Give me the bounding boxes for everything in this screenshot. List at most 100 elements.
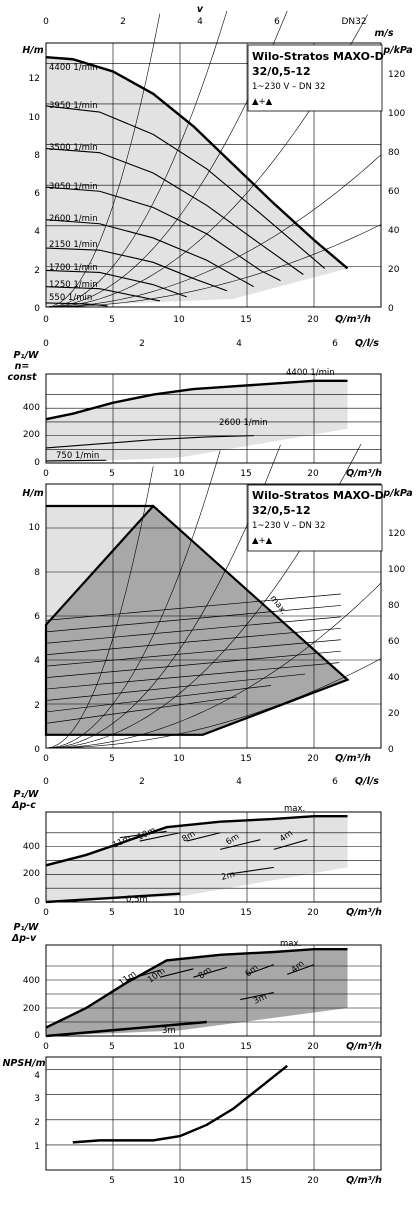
top-axis-tick: 4 bbox=[197, 17, 203, 27]
p4-frame bbox=[45, 811, 382, 903]
p1-y2-tick: 0 bbox=[388, 304, 394, 314]
p2-y-tick: 0 bbox=[34, 458, 40, 468]
series-curve bbox=[240, 992, 274, 1001]
p5-ylabel: P₁/W bbox=[13, 922, 39, 933]
p3-y2-tick: 60 bbox=[388, 637, 400, 647]
x-tick: 0 bbox=[43, 1042, 49, 1052]
p1-curve-labels: 4400 1/min 3950 1/min 3500 1/min 3050 1/… bbox=[49, 63, 98, 303]
x-tick: 15 bbox=[240, 469, 251, 479]
curve-label: 750 1/min bbox=[56, 451, 99, 461]
p3-y2-tick: 40 bbox=[388, 673, 400, 683]
series-curve bbox=[45, 379, 348, 421]
x-axis-label: Q/m³/h bbox=[346, 1041, 382, 1052]
p5-grid bbox=[46, 945, 381, 1037]
p3-y2-tick: 0 bbox=[388, 745, 394, 755]
p4-ylabel: P₁/W bbox=[13, 789, 39, 800]
p3-y2-tick: 100 bbox=[388, 565, 405, 575]
series-curve bbox=[45, 302, 108, 307]
plot-frame bbox=[45, 944, 382, 1037]
p5-y-tick: 200 bbox=[23, 1004, 40, 1014]
p1-y-tick: 4 bbox=[34, 227, 40, 237]
p1-y-tick: 8 bbox=[34, 151, 40, 161]
p1-curves bbox=[45, 10, 382, 308]
mode-symbol: ▲+▲ bbox=[252, 536, 273, 546]
x-axis-label: Q/m³/h bbox=[335, 753, 371, 764]
x-axis-label: Q/m³/h bbox=[346, 468, 382, 479]
p5-fill-layer bbox=[46, 949, 348, 1036]
series-curve bbox=[193, 966, 228, 978]
p5-y-tick: 0 bbox=[34, 1031, 40, 1041]
x-tick: 10 bbox=[173, 908, 185, 918]
x-tick: 20 bbox=[307, 469, 319, 479]
panel-npsh: NPSH/m 1 2 3 4 5 10 15 20 Q/m³/h bbox=[2, 1056, 382, 1186]
system-curve bbox=[45, 224, 382, 308]
p1-y2-tick: 100 bbox=[388, 109, 405, 119]
panel-head-dpc: H/m p/kPa 0 2 4 6 8 10 0 20 40 60 80 100… bbox=[22, 444, 413, 787]
ls-tick: 6 bbox=[332, 339, 338, 349]
panel-power-const: P₁/W n= const 0 200 400 0 5 10 15 20 Q/m… bbox=[7, 350, 382, 479]
plot-frame bbox=[45, 811, 382, 903]
dpc-level-line bbox=[45, 639, 341, 667]
curve-label: max. bbox=[284, 804, 305, 814]
p1-frame bbox=[45, 42, 382, 308]
curve-label: 2m bbox=[220, 870, 236, 883]
x-tick: 15 bbox=[240, 1176, 251, 1186]
series-curve bbox=[45, 247, 228, 292]
product-title-box: Wilo-Stratos MAXO-D 32/0,5-12 1~230 V – … bbox=[247, 44, 384, 112]
p6-y-tick: 3 bbox=[34, 1094, 40, 1104]
p6-curves bbox=[72, 1064, 288, 1144]
x-tick: 15 bbox=[240, 1042, 251, 1052]
x-tick: 0 bbox=[43, 469, 49, 479]
p6-y-tick: 4 bbox=[34, 1071, 40, 1081]
series-curve bbox=[159, 968, 194, 978]
p1-y2-tick: 40 bbox=[388, 226, 400, 236]
p1-y2-tick: 60 bbox=[388, 187, 400, 197]
x-tick: 5 bbox=[109, 1176, 115, 1186]
product-title-line2: 32/0,5-12 bbox=[252, 65, 311, 78]
ls-tick: 4 bbox=[236, 777, 242, 787]
ls-tick: 6 bbox=[332, 777, 338, 787]
p2-ylabel2: n= bbox=[15, 361, 30, 372]
plot-frame bbox=[45, 483, 382, 749]
series-curve bbox=[45, 148, 304, 275]
x-tick: 20 bbox=[307, 908, 319, 918]
p2-grid bbox=[46, 374, 381, 464]
x-axis-label: Q/m³/h bbox=[346, 1175, 382, 1186]
dpc-level-line bbox=[45, 673, 306, 701]
curve-label: 4400 1/min bbox=[49, 63, 98, 73]
p1-y-tick: 12 bbox=[29, 74, 40, 84]
curve-label: 2600 1/min bbox=[219, 418, 268, 428]
x-tick: 15 bbox=[240, 315, 251, 325]
curve-label: 3m bbox=[162, 1026, 176, 1036]
p5-ylabel2: Δp-v bbox=[11, 933, 37, 944]
series-curve bbox=[45, 814, 348, 867]
operating-area-fill bbox=[46, 816, 348, 902]
dpc-level-line bbox=[45, 616, 341, 644]
p5-frame bbox=[45, 944, 382, 1037]
series-curve bbox=[45, 435, 254, 449]
p6-frame bbox=[45, 1056, 382, 1171]
p2-y-tick: 400 bbox=[23, 403, 40, 413]
p3-y-tick: 10 bbox=[29, 523, 41, 533]
series-curve bbox=[287, 964, 315, 975]
p1-y-tick: 0 bbox=[34, 304, 40, 314]
p2-frame bbox=[45, 373, 382, 464]
p3-y2-tick: 120 bbox=[388, 529, 405, 539]
x-axis-label: Q/m³/h bbox=[346, 907, 382, 918]
p3-ylabel: H/m bbox=[22, 488, 43, 499]
ls-tick: 0 bbox=[43, 339, 49, 349]
p2-y-tick: 200 bbox=[23, 430, 40, 440]
x-axis-label: Q/m³/h bbox=[335, 314, 371, 325]
p1-y-tick: 2 bbox=[34, 266, 40, 276]
x-tick: 10 bbox=[173, 1042, 185, 1052]
p4-ylabel2: Δp-c bbox=[11, 800, 36, 811]
product-subtitle: 1~230 V – DN 32 bbox=[252, 82, 325, 92]
series-curve bbox=[45, 219, 254, 288]
p1-ls-axis: 0 2 4 6 Q/l/s bbox=[43, 338, 379, 349]
dpc-level-line bbox=[45, 650, 341, 678]
curve-label: 1700 1/min bbox=[49, 263, 98, 273]
p4-curves bbox=[45, 814, 348, 904]
p1-fill-layer bbox=[46, 57, 348, 307]
